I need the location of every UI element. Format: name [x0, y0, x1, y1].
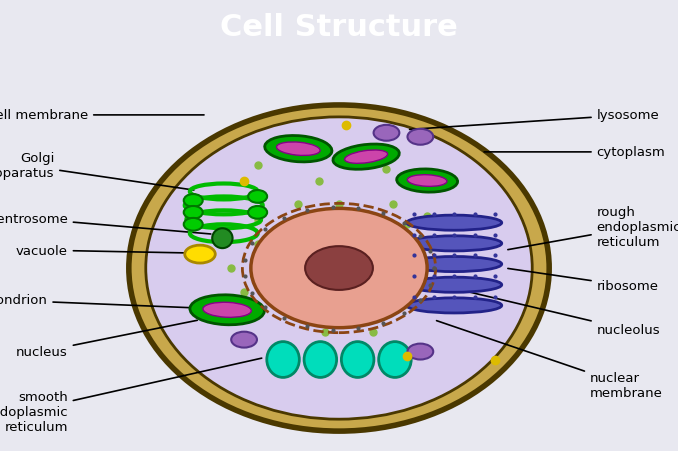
Ellipse shape: [397, 170, 458, 193]
Ellipse shape: [407, 277, 502, 293]
Ellipse shape: [333, 145, 399, 170]
Text: cell membrane: cell membrane: [0, 109, 204, 122]
Text: vacuole: vacuole: [16, 244, 184, 257]
Text: smooth
endoplasmic
reticulum: smooth endoplasmic reticulum: [0, 359, 262, 433]
Ellipse shape: [304, 342, 336, 377]
Text: mitochondrion: mitochondrion: [0, 294, 191, 308]
Ellipse shape: [378, 342, 411, 377]
Ellipse shape: [129, 106, 549, 431]
Ellipse shape: [407, 257, 502, 272]
Ellipse shape: [285, 304, 311, 320]
Ellipse shape: [248, 191, 267, 203]
Text: nucleus: nucleus: [16, 321, 197, 358]
Text: Golgi
apparatus: Golgi apparatus: [0, 151, 194, 191]
Ellipse shape: [344, 151, 388, 164]
Ellipse shape: [374, 125, 399, 142]
Text: Cell Structure: Cell Structure: [220, 13, 458, 41]
Ellipse shape: [146, 118, 532, 419]
Ellipse shape: [251, 209, 427, 328]
Ellipse shape: [184, 195, 203, 207]
Text: ribosome: ribosome: [508, 269, 658, 293]
Ellipse shape: [212, 229, 233, 249]
Ellipse shape: [184, 246, 215, 263]
Ellipse shape: [184, 218, 203, 231]
Ellipse shape: [203, 303, 252, 318]
Text: nucleolus: nucleolus: [379, 271, 660, 336]
Ellipse shape: [407, 344, 433, 360]
Ellipse shape: [277, 143, 320, 156]
Ellipse shape: [407, 129, 433, 145]
Text: cytoplasm: cytoplasm: [484, 146, 665, 159]
Ellipse shape: [407, 175, 447, 187]
Ellipse shape: [231, 332, 257, 348]
Ellipse shape: [407, 216, 502, 231]
Ellipse shape: [407, 298, 502, 313]
Ellipse shape: [184, 207, 203, 219]
Ellipse shape: [305, 247, 373, 290]
Text: lysosome: lysosome: [410, 109, 660, 130]
Ellipse shape: [407, 236, 502, 251]
Ellipse shape: [267, 342, 300, 377]
Ellipse shape: [264, 136, 332, 162]
Ellipse shape: [341, 342, 374, 377]
Text: nuclear
membrane: nuclear membrane: [437, 321, 662, 400]
Ellipse shape: [248, 207, 267, 219]
Text: rough
endoplasmic
reticulum: rough endoplasmic reticulum: [508, 205, 678, 250]
Ellipse shape: [190, 295, 264, 325]
Text: centrosome: centrosome: [0, 212, 211, 235]
